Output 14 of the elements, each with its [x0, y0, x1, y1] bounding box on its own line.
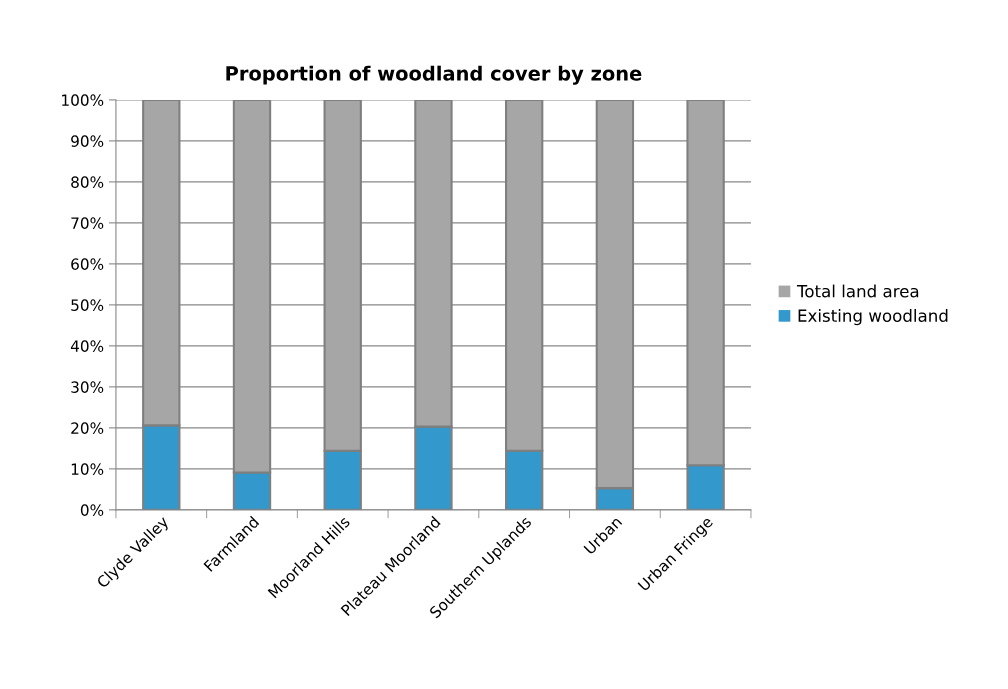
legend-label: Existing woodland [798, 309, 948, 326]
y-tick-label: 20% [71, 422, 104, 434]
y-tick-label: 10% [71, 463, 104, 475]
y-tick-label: 100% [62, 94, 104, 106]
y-tick-label: 80% [71, 176, 104, 188]
y-tick-label: 70% [71, 217, 104, 229]
y-tick-label: 90% [71, 135, 104, 147]
y-tick-label: 0% [80, 504, 104, 516]
y-tick-label: 30% [71, 381, 104, 393]
legend-label: Total land area [796, 284, 919, 298]
y-tick-label: 50% [71, 299, 104, 311]
y-tick-label: 60% [71, 258, 104, 270]
chart-title: Proportion of woodland cover by zone [226, 65, 642, 85]
y-tick-label: 40% [70, 340, 104, 352]
